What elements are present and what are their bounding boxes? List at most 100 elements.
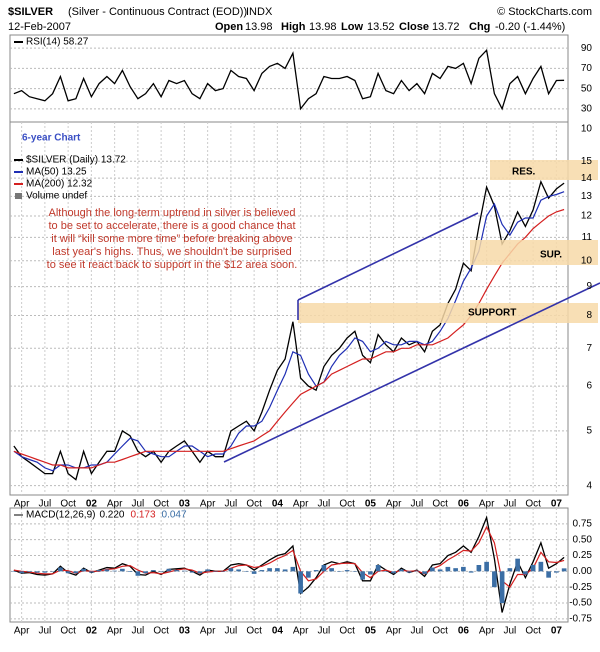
x-tick-label: 02 <box>86 499 98 510</box>
y-tick-label: 6 <box>586 381 592 392</box>
x-tick-label: 07 <box>551 499 563 510</box>
y-tick-label: 30 <box>581 103 593 114</box>
x-tick-label: Jul <box>224 626 237 637</box>
histogram-bar <box>42 571 48 573</box>
histogram-bar <box>414 570 420 572</box>
x-tick-label: Oct <box>525 499 541 510</box>
legend-entry: 0.173 <box>131 510 156 521</box>
x-tick-label: Jul <box>131 626 144 637</box>
histogram-bar <box>344 570 350 572</box>
y-tick-label: 50 <box>581 83 593 94</box>
histogram-bar <box>538 561 544 572</box>
x-tick-label: Apr <box>107 626 123 637</box>
histogram-bar <box>96 570 102 572</box>
histogram-bar <box>236 569 241 572</box>
y-tick-label: 0.25 <box>573 550 593 561</box>
histogram-bar <box>158 571 164 572</box>
histogram-bar <box>81 568 86 572</box>
histogram-bar <box>507 568 513 572</box>
x-tick-label: Oct <box>432 626 448 637</box>
x-tick-label: Apr <box>293 499 309 510</box>
x-tick-label: Jul <box>38 626 51 637</box>
y-tick-label: 10 <box>581 255 593 266</box>
histogram-bar <box>166 568 172 572</box>
histogram-bar <box>228 568 234 572</box>
histogram-bar <box>406 571 412 573</box>
y-tick-label: -0.75 <box>569 613 592 624</box>
x-tick-label: Jul <box>503 626 516 637</box>
histogram-bar <box>112 570 117 572</box>
x-tick-label: Apr <box>107 499 123 510</box>
note-line: to see it react back to support in the $… <box>47 259 298 271</box>
histogram-bar <box>515 558 520 572</box>
panel-frame <box>9 507 569 623</box>
histogram-bar <box>34 571 40 573</box>
histogram-bar <box>213 571 218 572</box>
channel-line <box>297 212 479 301</box>
histogram-bar <box>259 570 265 572</box>
y-tick-label: 7 <box>586 343 592 354</box>
x-tick-label: Apr <box>386 626 402 637</box>
histogram-bar <box>523 571 528 575</box>
stat-value: 13.52 <box>367 21 395 33</box>
date: 12-Feb-2007 <box>8 21 71 33</box>
x-tick-label: Oct <box>432 499 448 510</box>
legend-entry: MA(50) 13.25 <box>26 167 87 178</box>
y-tick-label: 0.00 <box>573 566 593 577</box>
histogram-bar <box>484 561 489 572</box>
y-tick-label: 14 <box>581 173 593 184</box>
x-tick-label: Oct <box>339 499 355 510</box>
histogram-bar <box>205 569 210 572</box>
support-zone <box>298 303 598 323</box>
x-tick-label: Jul <box>410 626 423 637</box>
x-tick-label: Oct <box>153 626 169 637</box>
y-tick-label: 0.75 <box>573 518 593 529</box>
x-tick-label: 04 <box>272 626 284 637</box>
legend-entry: 0.220 <box>99 510 124 521</box>
y-tick-label: 13 <box>581 191 593 202</box>
histogram-bar <box>430 567 435 572</box>
legend-entry: $SILVER (Daily) 13.72 <box>26 155 126 166</box>
y-tick-label: -0.25 <box>569 582 592 593</box>
legend-entry: RSI(14) 58.27 <box>26 37 89 48</box>
note-line: to be set to accelerate, there is a good… <box>48 220 295 232</box>
histogram-bar <box>561 568 567 572</box>
chart-title: 6-year Chart <box>22 133 81 144</box>
y-tick-label: 0.50 <box>573 534 593 545</box>
legend-entry: MA(200) 12.32 <box>26 179 93 190</box>
legend-label: MACD(12,26,9) <box>26 510 95 521</box>
histogram-bar <box>337 571 342 572</box>
note: Although the long-term uptrend in silver… <box>47 207 298 271</box>
x-tick-label: Oct <box>525 626 541 637</box>
histogram-bar <box>267 568 272 572</box>
x-tick-label: Apr <box>479 626 495 637</box>
histogram-bar <box>321 565 327 572</box>
histogram-bar <box>120 568 125 572</box>
x-tick-label: Jul <box>410 499 423 510</box>
histogram-bar <box>461 566 466 572</box>
zone-label: RES. <box>512 167 536 178</box>
x-tick-label: Apr <box>14 499 30 510</box>
x-tick-label: Jul <box>131 499 144 510</box>
histogram-bar <box>368 571 373 575</box>
x-tick-label: Oct <box>339 626 355 637</box>
histogram-bar <box>275 568 280 572</box>
histogram-bar <box>244 571 249 572</box>
histogram-bar <box>58 567 63 572</box>
histogram-bar <box>329 568 334 572</box>
x-tick-label: Apr <box>200 499 216 510</box>
histogram-bar <box>290 566 296 572</box>
stat-value: 13.98 <box>245 21 273 33</box>
histogram-bar <box>306 571 311 578</box>
histogram-bar <box>135 571 141 576</box>
x-tick-label: 05 <box>365 499 377 510</box>
histogram-bar <box>313 570 319 572</box>
legend-swatch <box>15 193 22 199</box>
stat-value: 13.72 <box>432 21 460 33</box>
histogram-bar <box>11 571 17 572</box>
histogram-bar <box>453 568 458 572</box>
histogram-bar <box>530 565 536 572</box>
histogram-bar <box>151 570 156 572</box>
note-line: Although the long-term uptrend in silver… <box>48 207 295 219</box>
